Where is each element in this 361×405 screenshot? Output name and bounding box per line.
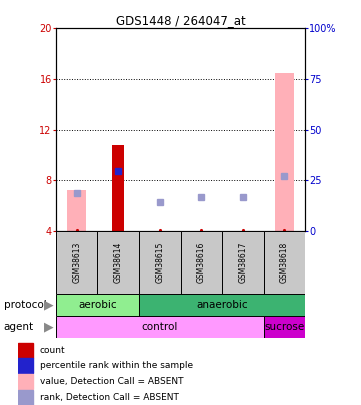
Text: ▶: ▶: [44, 320, 53, 334]
Text: percentile rank within the sample: percentile rank within the sample: [40, 361, 193, 370]
Bar: [112, 145, 124, 231]
Text: control: control: [142, 322, 178, 332]
Text: GSM38615: GSM38615: [155, 241, 164, 283]
Text: GSM38616: GSM38616: [197, 241, 206, 283]
Bar: [264, 316, 305, 338]
Bar: [18, 358, 33, 373]
Bar: [18, 374, 33, 389]
Bar: [56, 294, 139, 316]
Bar: [56, 316, 264, 338]
Text: GSM38617: GSM38617: [238, 241, 247, 283]
Text: aerobic: aerobic: [78, 300, 117, 310]
Text: GSM38613: GSM38613: [72, 241, 81, 283]
Text: protocol: protocol: [4, 300, 46, 310]
Bar: [222, 231, 264, 294]
Title: GDS1448 / 264047_at: GDS1448 / 264047_at: [116, 14, 245, 27]
Text: GSM38614: GSM38614: [114, 241, 123, 283]
Bar: [18, 343, 33, 358]
Bar: [97, 231, 139, 294]
Text: GSM38618: GSM38618: [280, 242, 289, 283]
Text: ▶: ▶: [44, 298, 53, 311]
Bar: [264, 231, 305, 294]
Text: anaerobic: anaerobic: [196, 300, 248, 310]
Text: value, Detection Call = ABSENT: value, Detection Call = ABSENT: [40, 377, 183, 386]
Bar: [139, 231, 180, 294]
Bar: [139, 294, 305, 316]
Bar: [68, 190, 86, 231]
Text: count: count: [40, 345, 65, 354]
Bar: [18, 390, 33, 405]
Bar: [275, 72, 293, 231]
Bar: [56, 231, 97, 294]
Text: rank, Detection Call = ABSENT: rank, Detection Call = ABSENT: [40, 393, 179, 402]
Bar: [180, 231, 222, 294]
Text: agent: agent: [4, 322, 34, 332]
Text: sucrose: sucrose: [264, 322, 304, 332]
